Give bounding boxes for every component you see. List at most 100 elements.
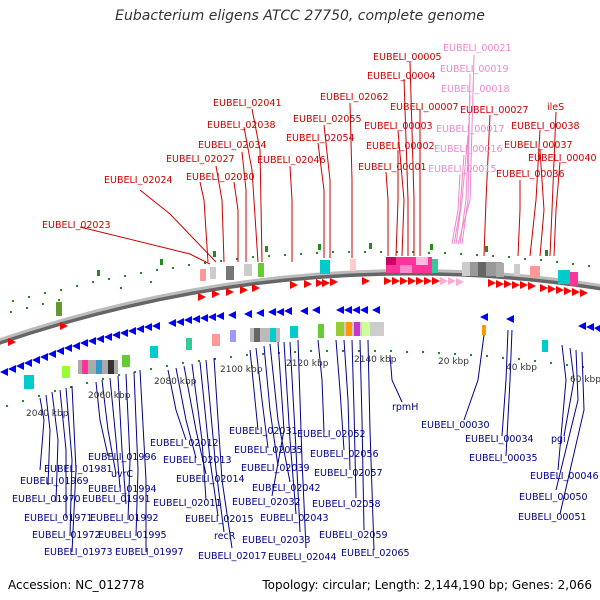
gene-label[interactable]: EUBELI_02038	[207, 120, 276, 131]
gene-label-highlight[interactable]: EUBELI_00016	[434, 144, 503, 155]
gene-label[interactable]: ileS	[547, 102, 564, 113]
map-title: Eubacterium eligens ATCC 27750, complete…	[115, 8, 485, 24]
gene-label[interactable]: EUBELI_00004	[367, 71, 436, 82]
gene-label[interactable]: EUBELI_02052	[297, 429, 366, 440]
gene-label[interactable]: EUBELI_01971	[24, 513, 93, 524]
genome-summary-label: Topology: circular; Length: 2,144,190 bp…	[262, 578, 592, 592]
gene-label-highlight[interactable]: EUBELI_00018	[441, 84, 510, 95]
gene-label[interactable]: EUBELI_02043	[260, 513, 329, 524]
genome-backbone	[0, 269, 600, 345]
gene-label[interactable]: EUBELI_02015	[185, 514, 254, 525]
gene-label[interactable]: EUBELI_02062	[320, 92, 389, 103]
gene-label[interactable]: EUBELI_01981	[44, 464, 113, 475]
forward-genes	[8, 277, 588, 346]
gene-label[interactable]: EUBELI_02012	[150, 438, 219, 449]
gene-label[interactable]: EUBELI_02024	[104, 175, 173, 186]
gene-label[interactable]: EUBELI_02031	[229, 426, 298, 437]
gene-label[interactable]: EUBELI_01997	[115, 547, 184, 558]
gene-label[interactable]: EUBELI_01972	[32, 530, 101, 541]
gene-label[interactable]: EUBELI_01994	[88, 484, 157, 495]
gene-label[interactable]: EUBELI_00051	[518, 512, 587, 523]
gene-label[interactable]: EUBELI_00027	[460, 105, 529, 116]
scale-label: 40 kbp	[506, 363, 537, 373]
gene-label[interactable]: EUBELI_00037	[504, 140, 573, 151]
gene-label[interactable]: EUBELI_02042	[252, 483, 321, 494]
top-gene-labels-highlight: EUBELI_00021 EUBELI_00019 EUBELI_00018 E…	[428, 43, 512, 175]
gene-label[interactable]: EUBELI_02046	[257, 155, 326, 166]
gene-label-highlight[interactable]: EUBELI_00021	[443, 43, 512, 54]
gene-label[interactable]: pgi	[551, 434, 566, 445]
scale-labels: 2040 kbp 2060 kbp 2080 kbp 2100 kbp 2120…	[26, 355, 600, 419]
gene-label[interactable]: EUBELI_02027	[166, 154, 235, 165]
feature-blocks-outer	[56, 257, 578, 316]
feature-blocks-inner	[24, 322, 548, 389]
gene-label[interactable]: EUBELI_02055	[293, 114, 362, 125]
backbone-ring	[0, 269, 600, 342]
top-callout-lines-highlight	[451, 54, 475, 245]
gene-label[interactable]: EUBELI_01973	[44, 547, 113, 558]
gene-label[interactable]: EUBELI_02023	[42, 220, 111, 231]
scale-label: 2140 kbp	[354, 355, 397, 365]
reverse-genes	[0, 306, 600, 376]
gene-label[interactable]: EUBELI_01996	[88, 452, 157, 463]
gene-label[interactable]: EUBELI_00034	[465, 434, 534, 445]
gene-label-highlight[interactable]: EUBELI_00017	[436, 124, 505, 135]
gene-label[interactable]: EUBELI_00050	[519, 492, 588, 503]
tick-track-outer	[12, 243, 590, 302]
scale-label: 20 kbp	[438, 357, 469, 367]
gene-label[interactable]: EUBELI_02034	[198, 140, 267, 151]
backbone-shadow	[0, 269, 600, 345]
gene-label[interactable]: EUBELI_01995	[98, 530, 167, 541]
gene-label[interactable]: EUBELI_02011	[153, 498, 222, 509]
gene-label[interactable]: EUBELI_00035	[469, 453, 538, 464]
gene-label[interactable]: EUBELI_02013	[163, 455, 232, 466]
gene-label[interactable]: EUBELI_00040	[528, 153, 597, 164]
gene-label[interactable]: EUBELI_02059	[319, 530, 388, 541]
gene-label[interactable]: EUBELI_02017	[198, 551, 267, 562]
gene-label[interactable]: EUBELI_02041	[213, 98, 282, 109]
scale-label: 2120 kbp	[286, 359, 329, 369]
scale-label: 2100 kbp	[220, 365, 263, 375]
scale-label: 2060 kbp	[88, 391, 131, 401]
scale-label: 2080 kbp	[154, 377, 197, 387]
gene-label[interactable]: EUBELI_02033	[242, 535, 311, 546]
tick-track-inner	[6, 281, 584, 407]
gene-label-highlight[interactable]: EUBELI_00015	[428, 164, 497, 175]
gene-label[interactable]: EUBELI_00002	[366, 141, 435, 152]
gene-label[interactable]: EUBELI_00003	[364, 121, 433, 132]
bottom-callout-lines	[39, 329, 585, 553]
bottom-gene-labels: EUBELI_02012 EUBELI_02013 EUBELI_01996 E…	[12, 402, 599, 563]
gene-label[interactable]: EUBELI_02039	[241, 463, 310, 474]
gene-label[interactable]: EUBELI_00007	[390, 102, 459, 113]
scale-label: 2040 kbp	[26, 409, 69, 419]
gene-label[interactable]: EUBELI_02044	[268, 552, 337, 563]
gene-label[interactable]: EUBELI_02058	[312, 499, 381, 510]
gene-label[interactable]: EUBELI_02056	[310, 449, 379, 460]
gene-label[interactable]: EUBELI_02054	[286, 133, 355, 144]
gene-label[interactable]: EUBELI_02057	[314, 468, 383, 479]
gene-label[interactable]: EUBELI_02035	[234, 445, 303, 456]
gene-label[interactable]: EUBELI_01992	[90, 513, 159, 524]
accession-label: Accession: NC_012778	[8, 578, 145, 592]
gene-label[interactable]: EUBELI_01970	[12, 494, 81, 505]
gene-label[interactable]: EUBELI_02032	[232, 497, 301, 508]
gene-label[interactable]: EUBELI_00030	[421, 420, 490, 431]
gene-label[interactable]: EUBELI_01969	[20, 476, 89, 487]
gene-label[interactable]: EUBELI_01991	[82, 494, 151, 505]
gene-label-highlight[interactable]: EUBELI_00019	[440, 64, 509, 75]
gene-label[interactable]: EUBELI_00038	[511, 121, 580, 132]
gene-label[interactable]: EUBELI_00036	[496, 169, 565, 180]
gene-label[interactable]: EUBELI_00046	[530, 471, 599, 482]
gene-label[interactable]: rpmH	[392, 402, 418, 413]
gene-label[interactable]: uvrC	[111, 469, 134, 480]
gene-label[interactable]: EUBELI_02030	[186, 172, 255, 183]
forward-genes-highlight	[440, 277, 464, 286]
gene-label[interactable]: EUBELI_02014	[176, 474, 245, 485]
top-gene-labels: EUBELI_00005 EUBELI_00004 EUBELI_02062 E…	[42, 52, 597, 231]
gene-label[interactable]: EUBELI_00001	[358, 162, 427, 173]
gene-label[interactable]: EUBELI_00005	[373, 52, 442, 63]
gene-label[interactable]: recR	[214, 531, 236, 542]
gene-label[interactable]: EUBELI_02065	[341, 548, 410, 559]
top-callout-lines	[79, 61, 561, 265]
